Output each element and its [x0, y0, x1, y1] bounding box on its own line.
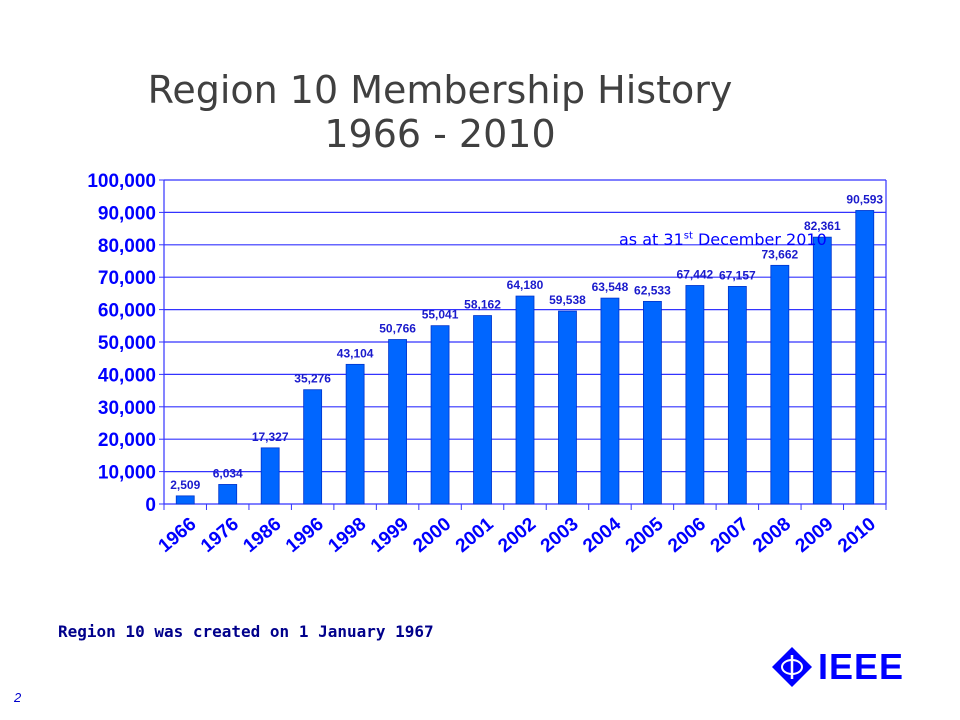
- bar: [345, 363, 365, 505]
- y-tick-label: 30,000: [98, 398, 156, 419]
- bar: [727, 286, 747, 505]
- data-label: 64,180: [507, 278, 544, 292]
- bar: [430, 325, 450, 505]
- data-label: 67,157: [719, 268, 756, 282]
- bar: [770, 264, 790, 505]
- x-tick-label: 2009: [792, 514, 838, 557]
- x-tick-label: 2002: [494, 514, 540, 557]
- data-label: 62,533: [634, 283, 671, 297]
- x-tick-label: 2006: [664, 514, 710, 557]
- bar: [473, 315, 492, 505]
- bar: [388, 339, 407, 505]
- x-tick-label: 2003: [537, 514, 583, 557]
- data-label: 90,593: [846, 192, 883, 206]
- x-tick-label: 2000: [409, 514, 455, 557]
- bar: [600, 297, 620, 505]
- annotation-suffix: December 2010: [692, 230, 827, 249]
- x-tick-label: 2010: [834, 514, 880, 557]
- data-label: 82,361: [804, 219, 841, 233]
- bar: [558, 310, 577, 505]
- annotation-text: as at 31: [619, 230, 684, 249]
- x-tick-label: 1976: [197, 514, 243, 557]
- data-label: 50,766: [379, 322, 416, 336]
- annotation-sup: st: [683, 230, 693, 242]
- logo-text: IEEE: [818, 646, 905, 687]
- y-tick-label: 50,000: [98, 333, 156, 354]
- bar: [515, 295, 535, 505]
- x-tick-label: 2001: [452, 513, 498, 557]
- y-tick-label: 40,000: [98, 365, 156, 386]
- x-tick-label: 1998: [324, 514, 370, 557]
- y-tick-label: 20,000: [98, 430, 156, 451]
- data-label: 58,162: [464, 298, 501, 312]
- bar: [685, 285, 705, 505]
- data-label: 55,041: [422, 308, 459, 322]
- data-label: 17,327: [252, 430, 289, 444]
- page-number: 2: [14, 690, 22, 705]
- x-tick-label: 2004: [579, 513, 625, 557]
- bar: [218, 484, 238, 505]
- bar: [260, 447, 280, 505]
- ieee-logo: IEEE: [770, 645, 904, 689]
- data-label: 43,104: [337, 346, 374, 360]
- y-tick-label: 100,000: [87, 171, 156, 192]
- y-tick-label: 70,000: [98, 268, 156, 289]
- y-tick-label: 90,000: [98, 203, 156, 224]
- bar: [175, 495, 195, 505]
- subtitle-line: 1966 - 2010: [324, 112, 556, 156]
- x-tick-label: 2008: [749, 514, 795, 557]
- footnote: Region 10 was created on 1 January 1967: [58, 622, 434, 641]
- x-tick-label: 2005: [622, 513, 668, 557]
- x-tick-label: 1986: [240, 514, 286, 557]
- title-line: Region 10 Membership History: [147, 68, 733, 112]
- x-tick-label: 1999: [367, 514, 413, 557]
- data-label: 63,548: [592, 280, 629, 294]
- ieee-diamond-icon: [772, 647, 812, 687]
- bar: [643, 300, 662, 505]
- bar: [855, 210, 875, 505]
- chart-title: Region 10 Membership History 1966 - 2010: [0, 68, 880, 156]
- x-tick-label: 1966: [155, 514, 201, 557]
- data-label: 73,662: [761, 247, 798, 261]
- data-label: 6,034: [213, 466, 243, 480]
- data-label: 35,276: [294, 372, 331, 386]
- data-label: 67,442: [677, 267, 714, 281]
- data-label: 59,538: [549, 293, 586, 307]
- y-tick-label: 60,000: [98, 301, 156, 322]
- x-tick-label: 1996: [282, 514, 328, 557]
- date-annotation: as at 31st December 2010: [619, 230, 827, 249]
- y-tick-label: 10,000: [98, 463, 156, 484]
- bar: [812, 236, 832, 505]
- bar: [303, 389, 323, 505]
- x-tick-label: 2007: [707, 514, 753, 557]
- data-label: 2,509: [170, 478, 200, 492]
- y-tick-label: 0: [145, 495, 156, 516]
- y-tick-label: 80,000: [98, 236, 156, 257]
- bar-chart: 0 10,000 20,000 30,000 40,000 50,000 60,000 70,…: [87, 171, 887, 557]
